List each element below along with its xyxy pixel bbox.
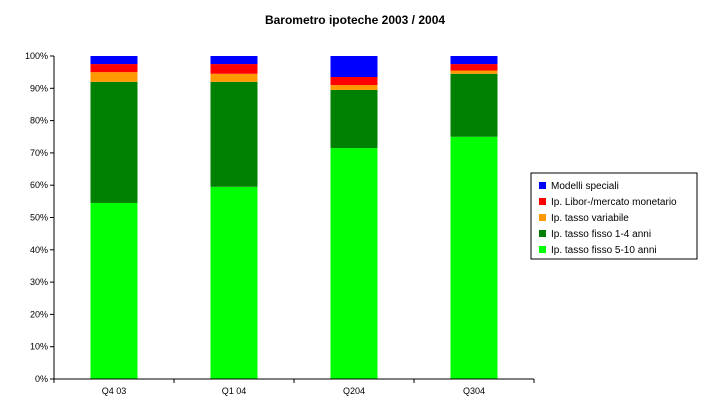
bar-segment [90, 64, 138, 73]
bar-segment [210, 56, 258, 65]
y-tick-label: 30% [30, 277, 48, 287]
y-tick-label: 70% [30, 148, 48, 158]
bar-segment [450, 73, 498, 137]
bar-segment [90, 56, 138, 65]
legend-swatch [539, 214, 546, 221]
bar-segment [330, 89, 378, 149]
legend-label: Ip. Libor-/mercato monetario [551, 197, 677, 208]
x-tick-label: Q4 03 [102, 386, 127, 396]
bar-segment [330, 148, 378, 379]
bar-segment [450, 136, 498, 379]
chart-title: Barometro ipoteche 2003 / 2004 [265, 13, 445, 27]
legend-label: Ip. tasso variabile [551, 213, 629, 224]
bar-segment [210, 81, 258, 187]
bar-segment [90, 81, 138, 203]
y-tick-label: 0% [35, 374, 48, 384]
y-tick-label: 100% [25, 51, 48, 61]
bar-segment [210, 186, 258, 379]
legend-swatch [539, 198, 546, 205]
bar-segment [330, 56, 378, 77]
bar-segment [210, 64, 258, 74]
legend: Modelli speciali Ip. Libor-/mercato monet… [530, 172, 698, 260]
legend-label: Modelli speciali [551, 181, 619, 192]
bar-segment [90, 202, 138, 379]
y-tick-label: 20% [30, 309, 48, 319]
bar-segment [450, 56, 498, 65]
legend-swatch [539, 246, 546, 253]
bar-segment [450, 64, 498, 71]
bar-segment [330, 76, 378, 86]
y-tick-label: 60% [30, 180, 48, 190]
legend-box [530, 172, 698, 260]
legend-label: Ip. tasso fisso 1-4 anni [551, 229, 651, 240]
x-tick-label: Q1 04 [222, 386, 247, 396]
x-tick-label: Q204 [343, 386, 365, 396]
bar-segment [90, 72, 138, 82]
bar-segment [450, 70, 498, 74]
bar-segment [330, 85, 378, 90]
legend-swatch [539, 230, 546, 237]
y-tick-label: 50% [30, 213, 48, 223]
legend-swatch [539, 182, 546, 189]
y-tick-label: 80% [30, 116, 48, 126]
y-tick-label: 40% [30, 245, 48, 255]
plot-area: 0% 10% 20% 30% 40% 50% 60% 70% 80% 90% 100% Q4 03 Q1… [25, 51, 535, 396]
y-tick-label: 90% [30, 83, 48, 93]
legend-label: Ip. tasso fisso 5-10 anni [551, 245, 657, 256]
bar-segment [210, 73, 258, 82]
y-tick-label: 10% [30, 342, 48, 352]
x-tick-label: Q304 [463, 386, 485, 396]
